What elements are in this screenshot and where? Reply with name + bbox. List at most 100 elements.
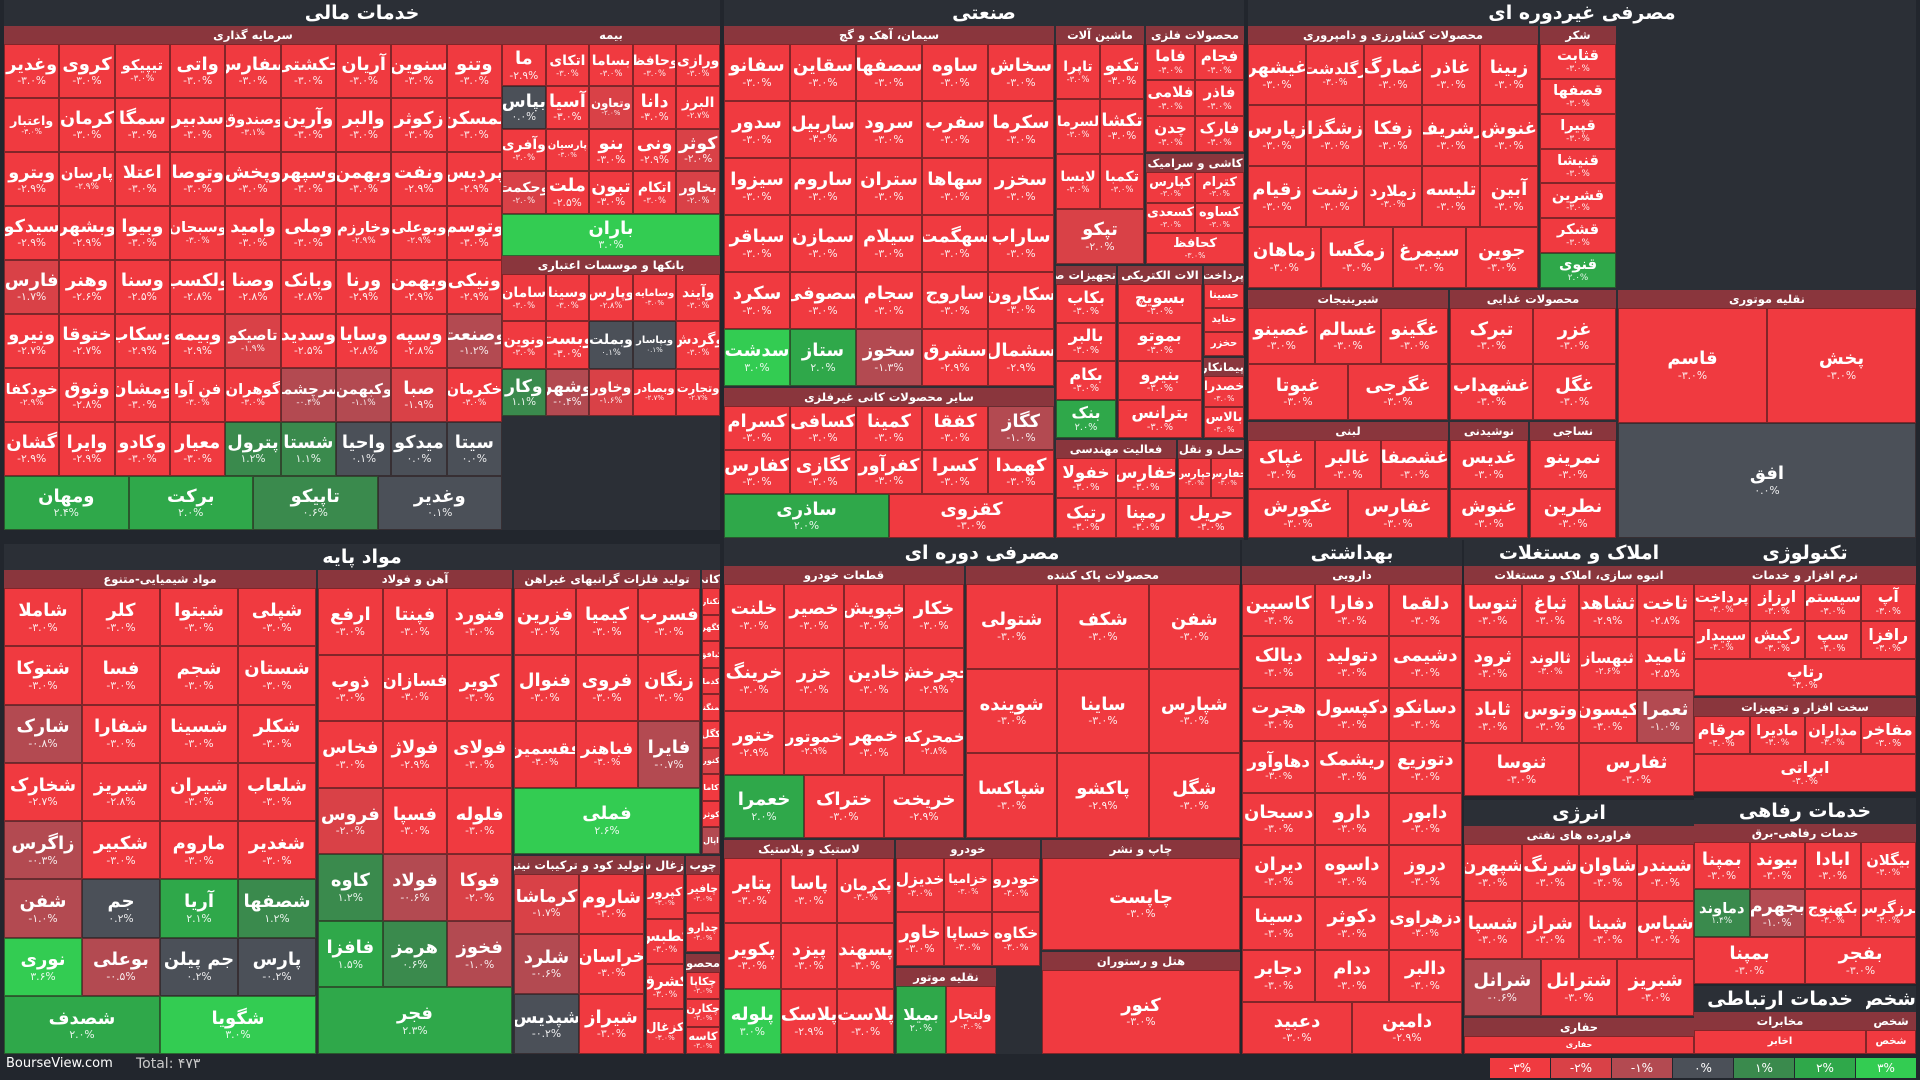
stock-tile[interactable]: شرانل ۰.۶%- [1464, 958, 1541, 1016]
stock-tile[interactable]: زشریف۳.۰%- [1422, 105, 1480, 166]
stock-tile[interactable]: کقزوی ۳.۰%- [889, 494, 1054, 538]
stock-tile[interactable]: پرداخت ۳.۰%- [1694, 584, 1750, 622]
stock-tile[interactable]: وبشهر ۲.۹%- [59, 206, 115, 260]
stock-tile[interactable]: ما ۲.۹%- [502, 44, 546, 87]
stock-tile[interactable]: غالبر ۳.۰%- [1314, 440, 1382, 489]
stock-tile[interactable]: قنوی ۲.۰% [1540, 253, 1616, 288]
stock-tile[interactable]: فایرا ۰.۷%- [638, 721, 700, 788]
stock-tile[interactable]: سکارون ۳.۰%- [988, 272, 1054, 329]
stock-tile[interactable]: وشهر۰.۴%- [545, 368, 590, 416]
stock-tile[interactable]: شرنگ ۳.۰%- [1521, 844, 1579, 902]
stock-tile[interactable]: فلامی ۳.۰%- [1146, 80, 1195, 116]
stock-tile[interactable]: فملی ۲.۶% [514, 787, 700, 854]
stock-tile[interactable]: سفارس۳.۰%- [225, 44, 281, 98]
stock-tile[interactable]: فنورد ۳.۰%- [447, 588, 512, 655]
stock-tile[interactable]: حسینا [1204, 284, 1244, 308]
stock-tile[interactable]: سفانو ۳.۰%- [724, 44, 790, 101]
stock-tile[interactable]: سیزوا ۳.۰%- [724, 158, 790, 215]
stock-tile[interactable]: واعتبار ۳.۰%- [4, 98, 60, 152]
stock-tile[interactable]: حخزر [1204, 332, 1244, 356]
stock-tile[interactable]: وبترو ۲.۹%- [4, 152, 60, 206]
stock-tile[interactable]: پاسا ۳.۰%- [780, 858, 838, 924]
stock-tile[interactable]: بپاس ۰.۰% [502, 86, 546, 129]
stock-tile[interactable]: وغدیر ۳.۰%- [4, 44, 60, 98]
stock-tile[interactable]: شفن ۳.۰%- [1148, 584, 1240, 669]
stock-tile[interactable]: پترول ۱.۲% [225, 422, 281, 476]
stock-tile[interactable]: چکارن ۳.۰%- [686, 999, 720, 1027]
stock-tile[interactable]: تیپیکو ۳.۰%- [114, 44, 170, 98]
stock-tile[interactable]: کگل [702, 721, 720, 748]
stock-tile[interactable]: وآیند ۳.۰%- [676, 274, 720, 322]
stock-tile[interactable]: کاسپین ۳.۰%- [1242, 584, 1316, 637]
stock-tile[interactable]: تاپیکو ۰.۶% [253, 476, 378, 530]
stock-tile[interactable]: وثوق ۲.۸%- [59, 368, 115, 422]
stock-tile[interactable]: بالاس ۳.۰%- [1204, 407, 1244, 438]
stock-tile[interactable]: ونی ۲.۹%- [632, 128, 677, 172]
stock-tile[interactable]: کپرور ۳.۰%- [646, 874, 684, 919]
stock-tile[interactable]: تلیسه ۳.۰%- [1422, 166, 1480, 227]
stock-tile[interactable]: شپنا ۳.۰%- [1579, 901, 1637, 959]
stock-tile[interactable]: فولاد ۰.۶%- [382, 854, 448, 921]
stock-tile[interactable]: فجام ۳.۰%- [1195, 44, 1244, 80]
stock-tile[interactable]: بمپنا ۳.۰%- [1694, 842, 1750, 890]
stock-tile[interactable]: ساراب ۳.۰%- [988, 215, 1054, 272]
stock-tile[interactable]: بوعلی ۰.۵%- [82, 937, 160, 996]
stock-tile[interactable]: صبا ۱.۹%- [391, 368, 447, 422]
stock-tile[interactable]: بمیلا ۲.۰% [896, 986, 946, 1054]
stock-tile[interactable]: تبون ۳.۰%- [589, 171, 633, 214]
stock-tile[interactable]: والبر ۳.۰%- [336, 98, 392, 152]
stock-tile[interactable]: وسکاب۲.۹%- [114, 314, 170, 368]
stock-tile[interactable]: بکاب ۳.۰%- [1056, 284, 1116, 323]
stock-tile[interactable]: غدیس ۳.۰%- [1450, 440, 1528, 489]
stock-tile[interactable]: مفاخر ۳.۰%- [1860, 716, 1916, 754]
stock-tile[interactable]: زکوثر ۳.۰%- [391, 98, 447, 152]
stock-tile[interactable]: وامید ۳.۰%- [225, 206, 281, 260]
stock-tile[interactable]: دلقما ۳.۰%- [1388, 584, 1462, 637]
stock-tile[interactable]: پارسیان ۳.۰%- [545, 128, 590, 172]
stock-tile[interactable]: دجابر ۳.۰%- [1242, 949, 1316, 1002]
stock-tile[interactable]: دزهراوی ۳.۰%- [1388, 897, 1462, 950]
stock-tile[interactable]: کاوه ۱.۲% [318, 854, 383, 921]
stock-tile[interactable]: میدکو ۰.۰% [391, 422, 447, 476]
stock-tile[interactable]: وتوصا ۳.۰%- [170, 152, 226, 206]
stock-tile[interactable]: خچرخش۲.۹%- [904, 647, 964, 711]
stock-tile[interactable]: رمپنا ۳.۰%- [1116, 498, 1176, 538]
stock-tile[interactable]: کگهر [702, 614, 720, 642]
stock-tile[interactable]: وتوسم ۳.۰%- [446, 206, 502, 260]
stock-tile[interactable]: کویر ۳.۰%- [447, 654, 512, 722]
stock-tile[interactable]: وایرا ۲.۹%- [59, 422, 115, 476]
stock-tile[interactable]: ولکسب۲.۸%- [170, 260, 226, 314]
stock-tile[interactable]: خپویش ۳.۰%- [844, 584, 904, 648]
stock-tile[interactable]: ماروم ۳.۰%- [160, 821, 238, 880]
stock-tile[interactable]: سیمرغ ۳.۰%- [1393, 227, 1466, 288]
stock-tile[interactable]: سدبیر ۳.۰%- [170, 98, 226, 152]
stock-tile[interactable]: ثامید ۲.۵%- [1636, 637, 1694, 690]
stock-tile[interactable]: تاپرا ۳.۰%- [1056, 44, 1100, 99]
stock-tile[interactable]: وتوس ۳.۰%- [1521, 690, 1579, 743]
stock-tile[interactable]: دشیمی ۳.۰%- [1388, 636, 1462, 689]
stock-tile[interactable]: ذوب ۳.۰%- [318, 654, 383, 722]
stock-tile[interactable]: شتولی ۳.۰%- [966, 584, 1058, 669]
stock-tile[interactable]: قاسم ۳.۰%- [1618, 308, 1767, 423]
stock-tile[interactable]: کحافظ ۳.۰%- [1146, 233, 1244, 264]
stock-tile[interactable]: پیزد ۳.۰%- [780, 923, 838, 989]
stock-tile[interactable]: غشهداب ۳.۰%- [1450, 364, 1533, 420]
stock-tile[interactable]: واتی ۳.۰%- [170, 44, 226, 98]
stock-tile[interactable]: شپهرن ۳.۰%- [1464, 844, 1522, 902]
stock-tile[interactable]: فنوال ۳.۰%- [514, 654, 576, 721]
stock-tile[interactable]: وکبهمن ۱.۱%- [336, 368, 392, 422]
stock-tile[interactable]: بالبر ۳.۰%- [1056, 322, 1116, 361]
stock-tile[interactable]: وبوعلی ۲.۹%- [391, 206, 447, 260]
stock-tile[interactable]: کفقا ۳.۰%- [922, 406, 988, 450]
stock-tile[interactable]: بنو ۳.۰%- [589, 128, 633, 172]
stock-tile[interactable]: غیشهر ۳.۰%- [1248, 44, 1306, 105]
stock-tile[interactable]: ستاز ۲.۰% [790, 329, 856, 386]
stock-tile[interactable]: ارزاز ۳.۰%- [1749, 584, 1805, 622]
stock-tile[interactable]: تکنو ۳.۰%- [1100, 44, 1144, 99]
stock-tile[interactable]: هرمز ۰.۶% [382, 920, 448, 988]
stock-tile[interactable]: برکت ۲.۰% [128, 476, 253, 530]
stock-tile[interactable]: دفارا ۳.۰%- [1315, 584, 1389, 637]
stock-tile[interactable]: کهمدا ۳.۰%- [988, 450, 1054, 494]
stock-tile[interactable]: وسینا ۳.۰%- [545, 274, 590, 322]
stock-tile[interactable]: معیار ۳.۰%- [170, 422, 226, 476]
